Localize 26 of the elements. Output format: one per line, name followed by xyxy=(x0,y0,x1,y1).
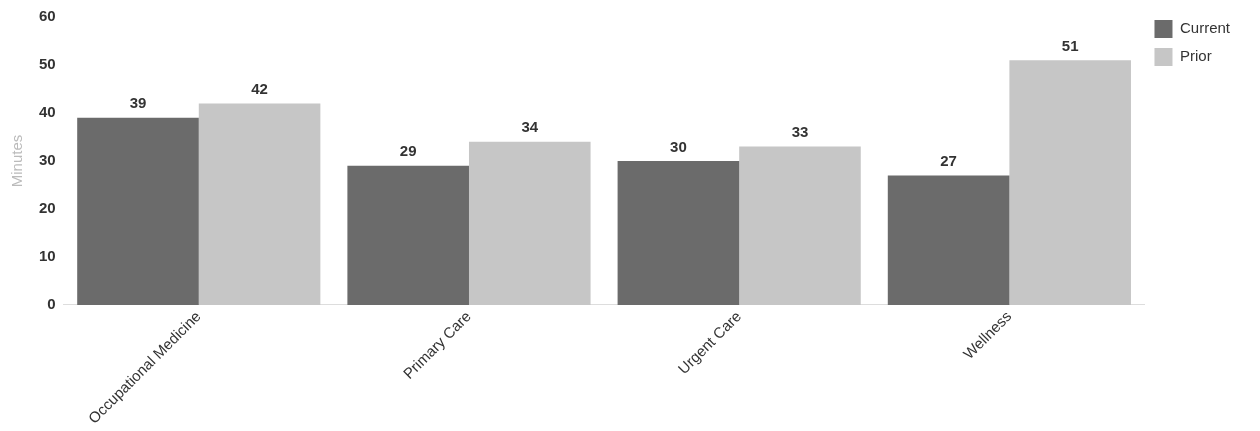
bar xyxy=(617,160,740,305)
data-label: 33 xyxy=(791,123,809,141)
bar xyxy=(77,117,199,305)
data-label: 29 xyxy=(399,142,417,160)
data-label: 51 xyxy=(1061,36,1079,54)
data-label: 39 xyxy=(129,94,147,112)
bar xyxy=(468,141,591,305)
bar xyxy=(198,103,321,305)
data-label: 42 xyxy=(251,80,268,98)
legend-label: Prior xyxy=(1179,47,1212,65)
y-tick-label: 50 xyxy=(39,55,56,73)
bar xyxy=(739,146,861,305)
y-tick-label: 60 xyxy=(39,7,56,25)
legend-label: Current xyxy=(1179,19,1231,37)
y-tick-label: 20 xyxy=(39,199,56,217)
y-tick-label: 0 xyxy=(47,295,56,313)
bar xyxy=(347,165,469,305)
y-tick-label: 10 xyxy=(39,247,56,265)
y-tick-label: 40 xyxy=(39,103,56,121)
y-tick-label: 30 xyxy=(39,151,56,169)
data-label: 30 xyxy=(670,137,687,155)
data-label: 34 xyxy=(521,118,539,136)
y-axis-title: Minutes xyxy=(8,134,26,188)
data-label: 27 xyxy=(940,152,957,170)
bar xyxy=(887,175,1010,305)
bar xyxy=(1009,60,1131,305)
